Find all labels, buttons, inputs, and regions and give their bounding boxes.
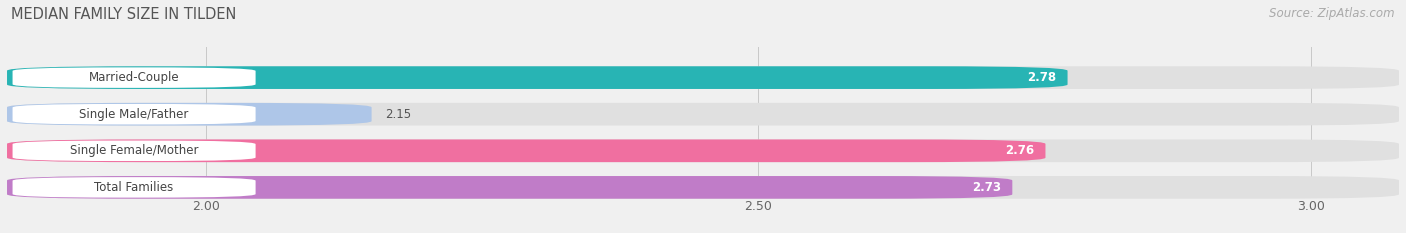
FancyBboxPatch shape xyxy=(13,104,256,124)
Text: Source: ZipAtlas.com: Source: ZipAtlas.com xyxy=(1270,7,1395,20)
FancyBboxPatch shape xyxy=(13,140,256,161)
Text: 2.76: 2.76 xyxy=(1005,144,1035,157)
Text: Married-Couple: Married-Couple xyxy=(89,71,180,84)
Text: Single Male/Father: Single Male/Father xyxy=(79,108,188,121)
FancyBboxPatch shape xyxy=(7,103,1399,126)
Text: Total Families: Total Families xyxy=(94,181,174,194)
FancyBboxPatch shape xyxy=(13,67,256,88)
Text: 2.73: 2.73 xyxy=(973,181,1001,194)
FancyBboxPatch shape xyxy=(7,176,1012,199)
Text: MEDIAN FAMILY SIZE IN TILDEN: MEDIAN FAMILY SIZE IN TILDEN xyxy=(11,7,236,22)
FancyBboxPatch shape xyxy=(7,66,1067,89)
Text: 2.78: 2.78 xyxy=(1028,71,1056,84)
Text: 2.15: 2.15 xyxy=(385,108,411,121)
Text: Single Female/Mother: Single Female/Mother xyxy=(70,144,198,157)
FancyBboxPatch shape xyxy=(7,176,1399,199)
FancyBboxPatch shape xyxy=(7,140,1046,162)
FancyBboxPatch shape xyxy=(13,177,256,198)
FancyBboxPatch shape xyxy=(7,66,1399,89)
FancyBboxPatch shape xyxy=(7,103,371,126)
FancyBboxPatch shape xyxy=(7,140,1399,162)
